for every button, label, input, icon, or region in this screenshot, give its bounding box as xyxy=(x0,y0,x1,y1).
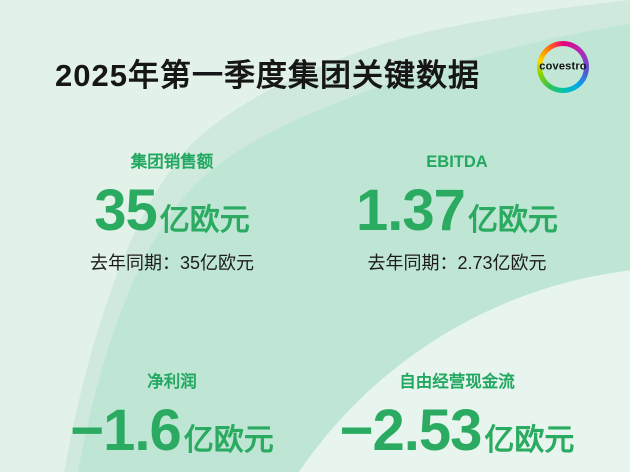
metric-value-row: 1.37 亿欧元 xyxy=(297,177,617,243)
page-title: 2025年第一季度集团关键数据 xyxy=(55,58,480,93)
metric-card-ebitda: EBITDA 1.37 亿欧元 去年同期：2.73亿欧元 xyxy=(297,153,617,275)
metric-unit: 亿欧元 xyxy=(484,423,575,457)
metric-label: 自由经营现金流 xyxy=(399,373,515,391)
metric-unit: 亿欧元 xyxy=(467,203,558,237)
metric-label: EBITDA xyxy=(426,153,488,171)
metric-value-row: −1.6 亿欧元 xyxy=(12,397,332,463)
logo-ring-hole xyxy=(542,46,584,88)
metric-unit: 亿欧元 xyxy=(183,423,274,457)
metric-card-free-cash-flow: 自由经营现金流 −2.53 亿欧元 xyxy=(297,373,617,460)
metric-value-row: −2.53 亿欧元 xyxy=(297,397,617,463)
metric-label: 净利润 xyxy=(147,373,197,391)
logo-wordmark: covestro xyxy=(539,60,587,73)
background-light-circle xyxy=(299,270,630,472)
metric-prior-year: 去年同期：2.73亿欧元 xyxy=(367,252,547,273)
metric-value-row: 35 亿欧元 xyxy=(12,177,332,243)
metric-prior-year: 去年同期：35亿欧元 xyxy=(89,252,255,273)
metric-card-net-income: 净利润 −1.6 亿欧元 xyxy=(12,373,332,460)
metric-unit: 亿欧元 xyxy=(159,203,250,237)
metric-card-group-sales: 集团销售额 35 亿欧元 去年同期：35亿欧元 xyxy=(12,153,332,275)
covestro-logo: covestro xyxy=(537,41,589,93)
metric-label: 集团销售额 xyxy=(130,153,214,171)
metric-value: 35 xyxy=(94,177,158,243)
metric-value: 1.37 xyxy=(356,177,466,243)
metric-value: −1.6 xyxy=(70,397,181,463)
metric-value: −2.53 xyxy=(339,397,483,463)
